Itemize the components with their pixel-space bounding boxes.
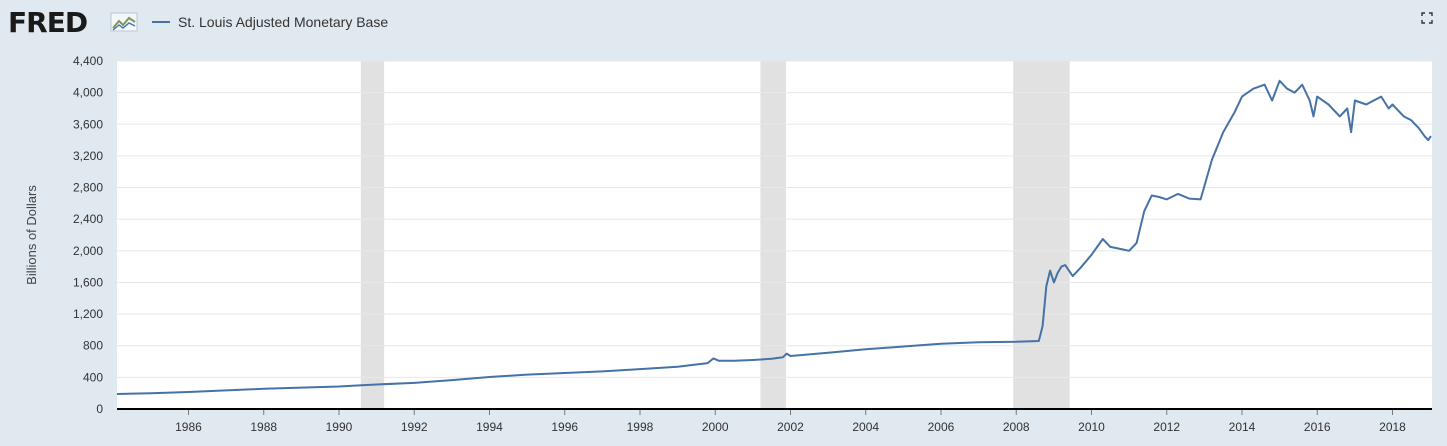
recession-shade — [1013, 61, 1070, 409]
x-tick-label: 2014 — [1229, 420, 1256, 434]
x-tick-label: 2002 — [777, 420, 804, 434]
legend-swatch — [152, 21, 170, 23]
y-tick-label: 1,600 — [73, 275, 103, 289]
x-tick-label: 1996 — [551, 420, 578, 434]
x-tick-label: 1994 — [476, 420, 503, 434]
x-tick-label: 1990 — [326, 420, 353, 434]
y-tick-label: 2,000 — [73, 244, 103, 258]
fullscreen-expand-icon[interactable] — [1421, 12, 1433, 24]
x-tick-label: 1998 — [627, 420, 654, 434]
x-tick-label: 2010 — [1078, 420, 1105, 434]
y-tick-label: 1,200 — [73, 307, 103, 321]
y-tick-label: 2,400 — [73, 212, 103, 226]
y-tick-label: 400 — [83, 370, 103, 384]
y-tick-label: 2,800 — [73, 181, 103, 195]
series-line — [116, 79, 1432, 395]
fred-graph-icon — [110, 12, 138, 32]
y-tick-label: 800 — [83, 339, 103, 353]
x-tick-label: 2000 — [702, 420, 729, 434]
x-tick-label: 2006 — [928, 420, 955, 434]
legend-label: St. Louis Adjusted Monetary Base — [178, 14, 389, 30]
x-tick-label: 2008 — [1003, 420, 1030, 434]
x-tick-label: 1992 — [401, 420, 428, 434]
chart-header: FRED St. Louis Adjusted Monetary Base — [0, 0, 1447, 50]
chart-legend: St. Louis Adjusted Monetary Base — [152, 14, 388, 30]
fred-logo[interactable]: FRED — [8, 6, 88, 39]
recession-shade — [360, 61, 385, 409]
x-tick-label: 1988 — [250, 420, 277, 434]
x-tick-label: 2004 — [852, 420, 879, 434]
y-tick-label: 4,000 — [73, 86, 103, 100]
y-tick-label: 4,400 — [73, 54, 103, 68]
y-tick-label: 3,600 — [73, 117, 103, 131]
y-tick-label: 3,200 — [73, 149, 103, 163]
y-axis-label: Billions of Dollars — [24, 185, 39, 285]
x-tick-label: 2018 — [1379, 420, 1406, 434]
x-tick-label: 2012 — [1153, 420, 1180, 434]
y-tick-label: 0 — [96, 402, 103, 416]
x-tick-label: 2016 — [1304, 420, 1331, 434]
x-tick-label: 1986 — [175, 420, 202, 434]
recession-shade — [760, 61, 786, 409]
